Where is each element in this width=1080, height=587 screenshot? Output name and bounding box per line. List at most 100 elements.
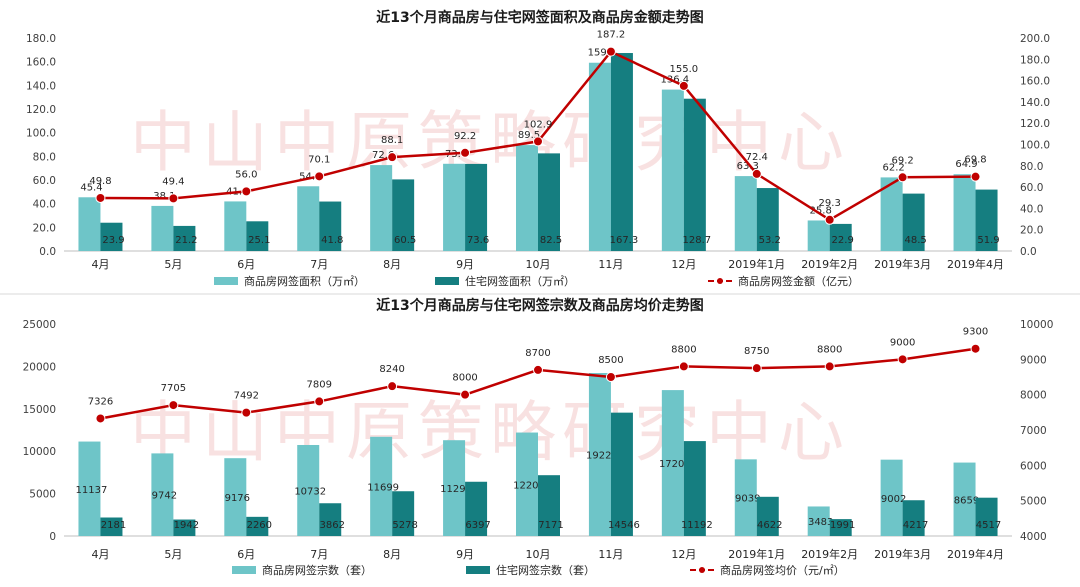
- y-left-tick-label: 120.0: [26, 104, 56, 116]
- bar-data-label: 41.8: [321, 235, 343, 246]
- bar: [661, 390, 684, 536]
- legend-label: 商品房网签均价（元/㎡）: [720, 563, 845, 577]
- bar-data-label: 53.2: [759, 235, 781, 246]
- x-tick-label: 8月: [383, 258, 401, 271]
- legend-swatch: [232, 566, 256, 574]
- bar-data-label: 73.6: [467, 235, 489, 246]
- count-chart-panel: 近13个月商品房与住宅网签宗数及商品房均价走势图 0 5000 10000 15000 2…: [23, 297, 1054, 577]
- x-tick-label: 10月: [526, 548, 551, 561]
- line-point: [241, 186, 252, 197]
- bar: [807, 220, 830, 251]
- watermark-bottom: 中山中原策略研究中心: [130, 394, 850, 471]
- bar: [465, 163, 488, 251]
- bar-data-label: 51.9: [977, 235, 999, 246]
- bar: [661, 89, 684, 252]
- y-right-tick-label: 10000: [1020, 319, 1053, 331]
- bar: [734, 176, 757, 251]
- y-right-tick-label: 5000: [1020, 496, 1047, 508]
- x-tick-label: 7月: [310, 258, 328, 271]
- bar-data-label: 54.7: [299, 171, 321, 182]
- line-point: [460, 147, 471, 158]
- bar: [392, 491, 415, 536]
- x-tick-label: 11月: [598, 548, 623, 561]
- line-data-label: 29.3: [819, 198, 841, 209]
- y-left-tick-label: 40.0: [33, 199, 56, 211]
- line-point: [751, 168, 762, 179]
- line-point: [387, 152, 398, 163]
- bar: [151, 453, 174, 536]
- bar-data-label: 136.4: [661, 75, 690, 86]
- bar-data-label: 11296: [440, 484, 472, 495]
- bar: [173, 519, 196, 536]
- bar-data-label: 14546: [608, 520, 640, 531]
- line-data-label: 155.0: [670, 64, 699, 75]
- legend-label: 住宅网签宗数（套）: [496, 563, 595, 577]
- legend-label: 商品房网签宗数（套）: [262, 563, 372, 577]
- x-tick-label: 7月: [310, 548, 328, 561]
- legend-label: 商品房网签面积（万㎡）: [244, 274, 365, 288]
- line-data-label: 56.0: [235, 169, 257, 180]
- bar: [683, 98, 706, 251]
- line-point: [970, 171, 981, 182]
- line-point: [678, 80, 689, 91]
- bar-data-label: 1942: [174, 520, 199, 531]
- x-tick-label: 2019年2月: [801, 257, 858, 271]
- bar: [78, 197, 101, 251]
- bar: [807, 506, 830, 536]
- bar-data-label: 167.3: [610, 235, 639, 246]
- line-point: [168, 193, 179, 204]
- x-tick-label: 4月: [91, 258, 109, 271]
- line-data-label: 8800: [817, 344, 842, 355]
- chart-title: 近13个月商品房与住宅网签宗数及商品房均价走势图: [376, 297, 703, 314]
- bar-data-label: 11137: [76, 485, 108, 496]
- bar-data-label: 128.7: [683, 235, 712, 246]
- bar: [443, 163, 466, 251]
- bar-data-label: 17205: [659, 459, 691, 470]
- legend-swatch: [466, 566, 490, 574]
- bar-data-label: 9742: [152, 491, 177, 502]
- bar-data-label: 3862: [320, 520, 345, 531]
- line-data-label: 102.9: [524, 119, 553, 130]
- bar-data-label: 9176: [225, 493, 250, 504]
- bar: [975, 497, 998, 536]
- bar-data-label: 21.2: [175, 235, 197, 246]
- legend-marker: [699, 567, 705, 573]
- line-point: [897, 354, 908, 365]
- y-right-tick-label: 120.0: [1020, 118, 1050, 130]
- bar-data-label: 4622: [757, 520, 782, 531]
- bar-data-label: 2260: [247, 520, 272, 531]
- bar: [516, 145, 538, 251]
- y-right-tick-label: 40.0: [1020, 203, 1043, 215]
- legend-swatch: [214, 277, 238, 285]
- bar: [173, 225, 196, 251]
- bar: [100, 222, 123, 251]
- bar-data-label: 12200: [513, 480, 545, 491]
- y-right-tick-label: 200.0: [1020, 33, 1050, 45]
- line-data-label: 92.2: [454, 131, 476, 142]
- bar-data-label: 3483: [808, 517, 833, 528]
- line-point: [314, 171, 325, 182]
- y-right-tick-label: 80.0: [1020, 161, 1043, 173]
- y-right-tick-label: 160.0: [1020, 76, 1050, 88]
- bar-data-label: 19222: [586, 450, 618, 461]
- bar-data-label: 159.1: [588, 48, 617, 59]
- bar-data-label: 82.5: [540, 235, 562, 246]
- bar: [370, 165, 393, 251]
- bar-data-label: 22.9: [832, 235, 854, 246]
- y-left-tick-label: 80.0: [33, 151, 56, 163]
- line-point: [824, 214, 835, 225]
- bar: [465, 481, 488, 536]
- y-right-tick-label: 4000: [1020, 531, 1047, 543]
- line-data-label: 8700: [525, 348, 550, 359]
- line-data-label: 8000: [452, 373, 477, 384]
- line-data-label: 7492: [234, 391, 259, 402]
- y-left-tick-label: 20000: [23, 361, 56, 373]
- x-tick-label: 5月: [164, 548, 182, 561]
- bar-data-label: 25.1: [248, 235, 270, 246]
- line-point: [678, 361, 689, 372]
- bar: [538, 153, 560, 251]
- bar: [319, 201, 342, 251]
- line-point: [605, 372, 616, 382]
- bar: [975, 189, 998, 251]
